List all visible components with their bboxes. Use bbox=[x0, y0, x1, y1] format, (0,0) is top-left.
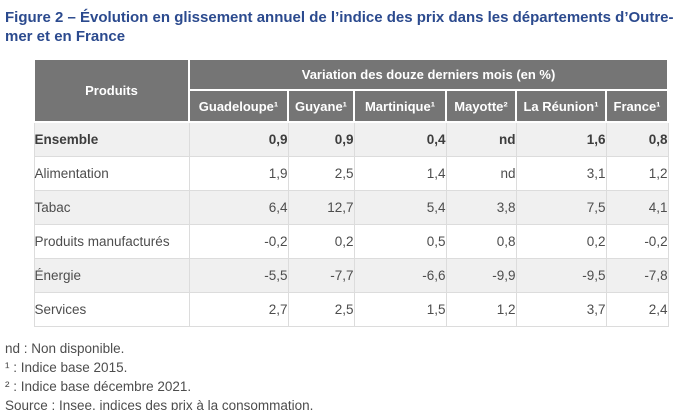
footnote-base-dec-2021: ² : Indice base décembre 2021. bbox=[5, 378, 192, 394]
price-index-table: Produits Variation des douze derniers mo… bbox=[33, 58, 670, 327]
span-header-variation: Variation des douze derniers mois (en %) bbox=[187, 58, 670, 91]
cell-value: -9,9 bbox=[445, 257, 517, 293]
cell-value: -5,5 bbox=[188, 257, 289, 293]
cell-value: 1,2 bbox=[445, 291, 517, 327]
cell-value: 2,5 bbox=[287, 291, 355, 327]
cell-value: -7,7 bbox=[287, 257, 355, 293]
cell-value: 2,7 bbox=[188, 291, 289, 327]
column-header-france: France¹ bbox=[604, 89, 670, 123]
column-header-martinique: Martinique¹ bbox=[353, 89, 447, 123]
cell-value: 4,1 bbox=[605, 189, 669, 225]
cell-value: 0,9 bbox=[188, 121, 289, 157]
table-header: Produits Variation des douze derniers mo… bbox=[33, 58, 670, 123]
table-body: Ensemble 0,9 0,9 0,4 nd 1,6 0,8 Alimenta… bbox=[33, 121, 669, 327]
cell-value: 6,4 bbox=[188, 189, 289, 225]
cell-value: 1,9 bbox=[188, 155, 289, 191]
cell-value: 1,5 bbox=[353, 291, 447, 327]
row-label: Énergie bbox=[33, 257, 190, 293]
column-header-produits: Produits bbox=[33, 58, 190, 123]
footnotes: nd : Non disponible. ¹ : Indice base 201… bbox=[5, 339, 696, 410]
column-header-la-reunion: La Réunion¹ bbox=[515, 89, 607, 123]
cell-value: -7,8 bbox=[605, 257, 669, 293]
cell-value: 0,2 bbox=[287, 223, 355, 259]
cell-value: 2,5 bbox=[287, 155, 355, 191]
table-row-produits-manufactures: Produits manufacturés -0,2 0,2 0,5 0,8 0… bbox=[33, 223, 669, 259]
footnote-source: Source : Insee, indices des prix à la co… bbox=[5, 397, 314, 410]
footnote-base-2015: ¹ : Indice base 2015. bbox=[5, 359, 128, 375]
cell-value: -0,2 bbox=[605, 223, 669, 259]
footnote-nd: nd : Non disponible. bbox=[5, 340, 125, 356]
cell-value: 0,8 bbox=[445, 223, 517, 259]
row-label: Tabac bbox=[33, 189, 190, 225]
row-label: Ensemble bbox=[33, 121, 190, 157]
column-header-guadeloupe: Guadeloupe¹ bbox=[188, 89, 289, 123]
row-label: Services bbox=[33, 291, 190, 327]
cell-value: 1,2 bbox=[605, 155, 669, 191]
figure-title: Figure 2 – Évolution en glissement annue… bbox=[5, 9, 674, 45]
table-row-services: Services 2,7 2,5 1,5 1,2 3,7 2,4 bbox=[33, 291, 669, 327]
cell-value: -0,2 bbox=[188, 223, 289, 259]
cell-value: 0,9 bbox=[287, 121, 355, 157]
cell-value: 2,4 bbox=[605, 291, 669, 327]
cell-value: 7,5 bbox=[515, 189, 607, 225]
cell-value: -9,5 bbox=[515, 257, 607, 293]
cell-value: nd bbox=[445, 121, 517, 157]
cell-value: -6,6 bbox=[353, 257, 447, 293]
cell-value: nd bbox=[445, 155, 517, 191]
cell-value: 3,7 bbox=[515, 291, 607, 327]
cell-value: 0,8 bbox=[605, 121, 669, 157]
table-row-ensemble: Ensemble 0,9 0,9 0,4 nd 1,6 0,8 bbox=[33, 121, 669, 157]
cell-value: 12,7 bbox=[287, 189, 355, 225]
cell-value: 1,6 bbox=[515, 121, 607, 157]
cell-value: 0,5 bbox=[353, 223, 447, 259]
cell-value: 0,4 bbox=[353, 121, 447, 157]
cell-value: 3,8 bbox=[445, 189, 517, 225]
table-row-alimentation: Alimentation 1,9 2,5 1,4 nd 3,1 1,2 bbox=[33, 155, 669, 191]
table-row-energie: Énergie -5,5 -7,7 -6,6 -9,9 -9,5 -7,8 bbox=[33, 257, 669, 293]
cell-value: 3,1 bbox=[515, 155, 607, 191]
column-header-mayotte: Mayotte² bbox=[445, 89, 517, 123]
cell-value: 0,2 bbox=[515, 223, 607, 259]
row-label: Produits manufacturés bbox=[33, 223, 190, 259]
cell-value: 5,4 bbox=[353, 189, 447, 225]
row-label: Alimentation bbox=[33, 155, 190, 191]
table-row-tabac: Tabac 6,4 12,7 5,4 3,8 7,5 4,1 bbox=[33, 189, 669, 225]
cell-value: 1,4 bbox=[353, 155, 447, 191]
column-header-guyane: Guyane¹ bbox=[287, 89, 355, 123]
